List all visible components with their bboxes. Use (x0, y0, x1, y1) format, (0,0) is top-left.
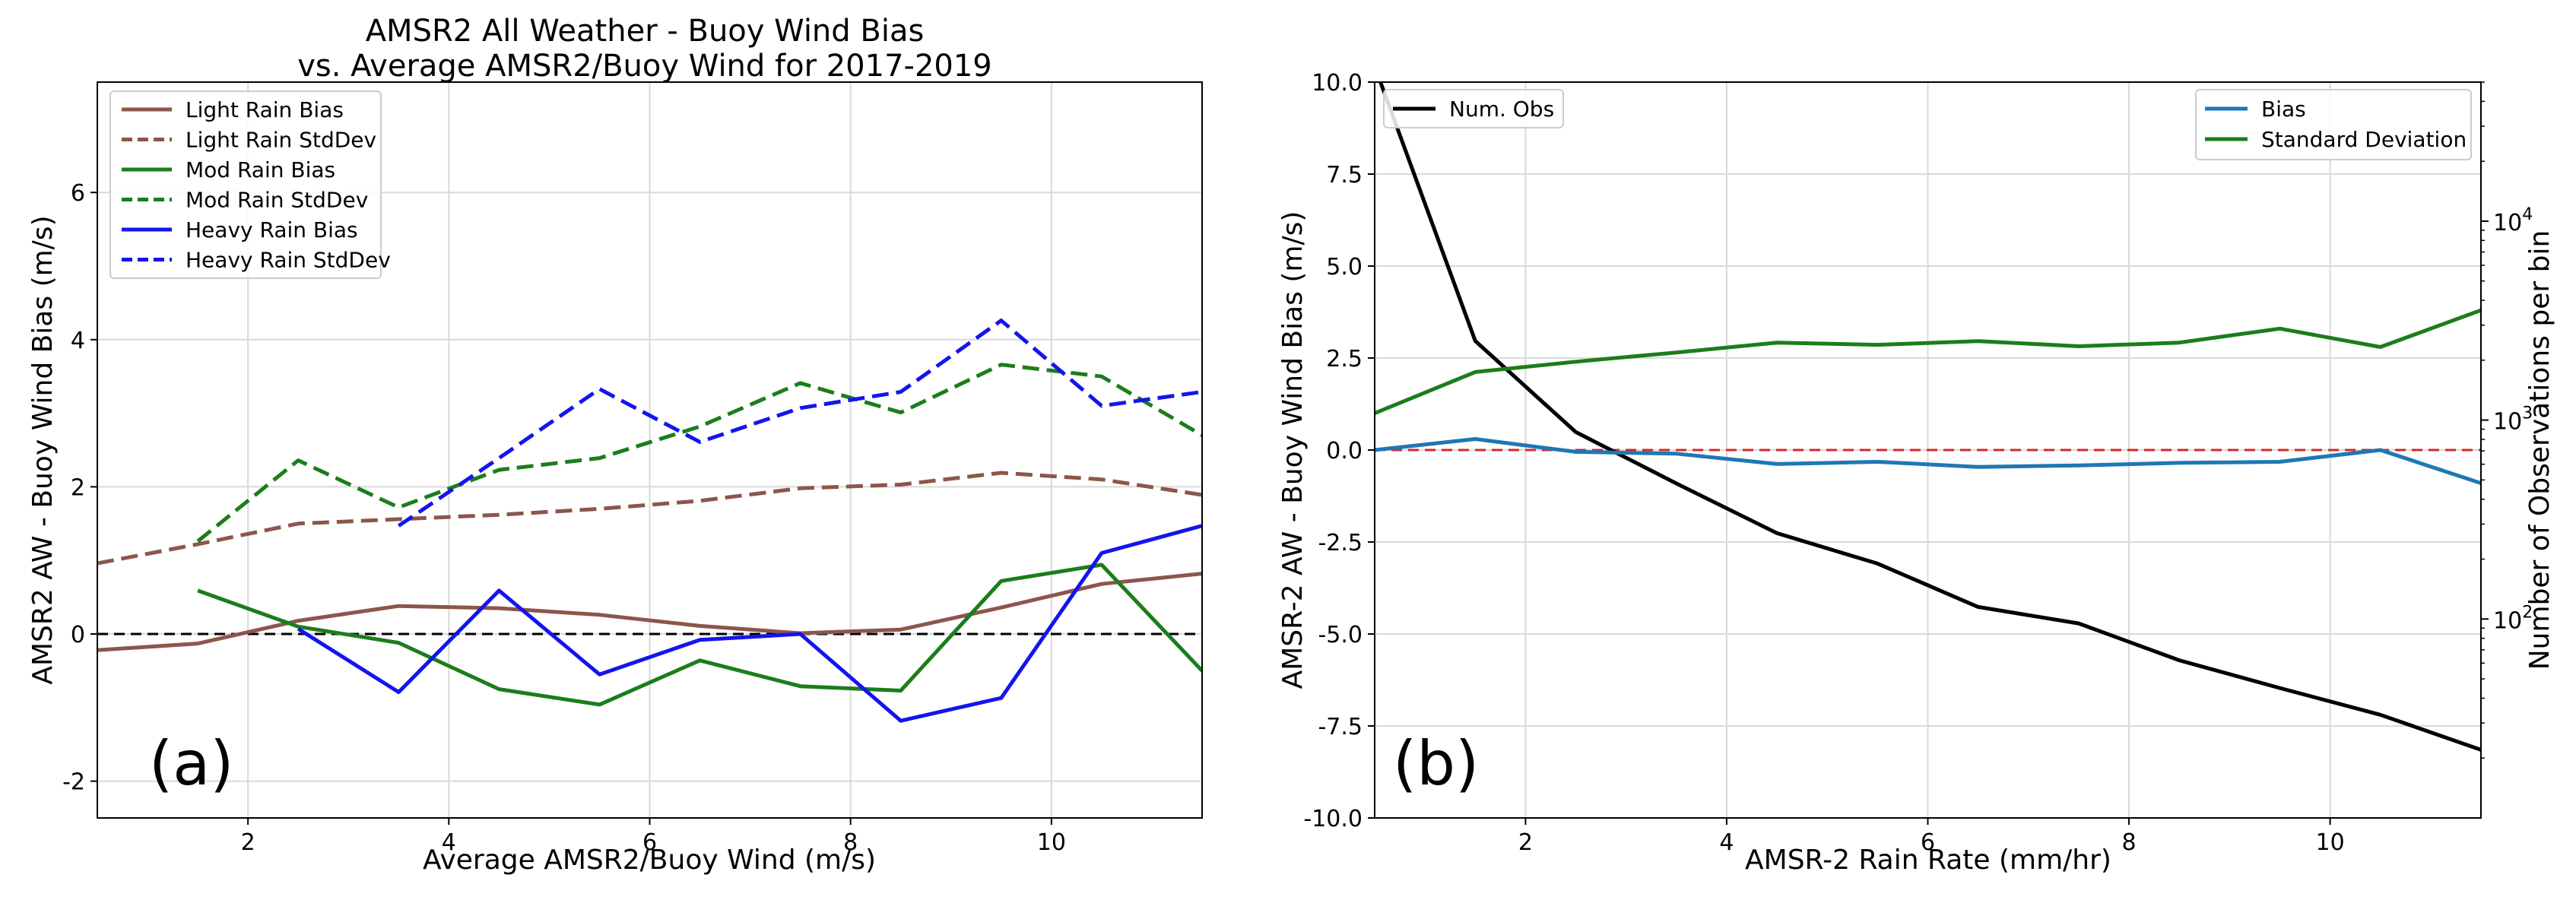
panel-a-y-axis-label: AMSR2 AW - Buoy Wind Bias (m/s) (27, 215, 59, 684)
panel-a-legend-box (109, 90, 382, 279)
panel-a-legend: Light Rain Bias Light Rain StdDev Mod Rain… (109, 90, 391, 279)
y-tick-label: 2.5 (1326, 346, 1363, 372)
y-tick-label: -5.0 (1318, 622, 1363, 648)
x-tick-label: 2 (1518, 829, 1533, 856)
y-tick-label: -10.0 (1303, 806, 1363, 832)
x-tick-label: 6 (1921, 829, 1935, 856)
y-tick-label: -7.5 (1318, 714, 1363, 740)
panel-b-legend-right: Bias Standard Deviation (2195, 89, 2472, 160)
panel-b-x-axis-label: AMSR-2 Rain Rate (mm/hr) (1745, 845, 2111, 876)
panel-b-legend-right-box (2195, 89, 2472, 160)
panel-b-legend-left-box (1383, 89, 1564, 128)
x-tick-label: 8 (843, 829, 858, 856)
y-tick-label: 10.0 (1312, 70, 1363, 97)
y-tick-label: 2 (71, 474, 85, 501)
legend-label-mod-rain-stddev: Mod Rain StdDev (186, 188, 368, 213)
x-tick-label: 10 (1037, 829, 1066, 856)
series-line-bias (1375, 437, 2481, 485)
series-line-heavy-rain-stddev (397, 319, 1202, 528)
legend-label-bias: Bias (2261, 97, 2306, 122)
x-tick-label: 8 (2121, 829, 2136, 856)
panel-a-x-axis-label: Average AMSR2/Buoy Wind (m/s) (423, 845, 876, 876)
right-y-tick-exponent: 2 (2522, 603, 2533, 622)
y-tick-label: 0.0 (1326, 438, 1363, 464)
series-line-standard-deviation (1375, 308, 2481, 415)
legend-label-heavy-rain-bias: Heavy Rain Bias (186, 217, 358, 242)
y-tick-label: 4 (71, 328, 85, 354)
panel-a-title-line-2: vs. Average AMSR2/Buoy Wind for 2017-201… (297, 49, 992, 84)
panel-b-right-y-axis-label: Number of Observations per bin (2524, 230, 2555, 670)
panel-b-series (1375, 82, 2481, 752)
x-tick-label: 10 (2315, 829, 2344, 856)
panel-a-title-line-1: AMSR2 All Weather - Buoy Wind Bias (366, 14, 925, 49)
legend-label-mod-rain-bias: Mod Rain Bias (186, 157, 335, 182)
panel-a-bias-vs-wind: AMSR2 All Weather - Buoy Wind Bias vs. A… (27, 14, 1203, 876)
panel-b-panel-label: (b) (1393, 728, 1479, 799)
panel-b-legend-left: Num. Obs (1383, 89, 1564, 128)
y-tick-label: 6 (71, 180, 85, 207)
series-line-heavy-rain-bias (297, 524, 1202, 723)
legend-label-heavy-rain-stddev: Heavy Rain StdDev (186, 248, 391, 273)
x-tick-label: 4 (442, 829, 456, 856)
panel-a-panel-label: (a) (149, 728, 233, 799)
legend-label-light-rain-bias: Light Rain Bias (186, 97, 344, 122)
y-tick-label: 0 (71, 622, 85, 648)
legend-label-standard-deviation: Standard Deviation (2261, 127, 2467, 152)
panel-b-x-ticks: 2 4 6 8 10 (1518, 818, 2345, 856)
panel-a-series (97, 319, 1202, 723)
right-y-tick-exponent: 3 (2522, 404, 2533, 423)
y-tick-label: 5.0 (1326, 254, 1363, 281)
series-line-mod-rain-bias (197, 563, 1202, 707)
panel-b-bias-vs-rain-rate: 2 4 6 8 10 -10.0 -7.5 -5.0 -2.5 0.0 2.5 5.0 7.5 10.0… (1277, 70, 2555, 876)
x-tick-label: 2 (241, 829, 255, 856)
panel-b-y-ticks: -10.0 -7.5 -5.0 -2.5 0.0 2.5 5.0 7.5 10.0 (1303, 70, 1375, 832)
x-tick-label: 6 (642, 829, 657, 856)
panel-b-y-axis-label: AMSR-2 AW - Buoy Wind Bias (m/s) (1277, 211, 1309, 689)
x-tick-label: 4 (1719, 829, 1734, 856)
series-line-light-rain-bias (97, 572, 1202, 652)
legend-label-light-rain-stddev: Light Rain StdDev (186, 128, 376, 153)
series-line-light-rain-stddev (97, 471, 1202, 566)
series-line-num-obs (1378, 82, 2481, 752)
panel-a-x-ticks: 2 4 6 8 10 (241, 818, 1066, 856)
series-line-mod-rain-stddev (196, 363, 1202, 543)
y-tick-label: -2.5 (1318, 530, 1363, 556)
legend-label-num-obs: Num. Obs (1449, 97, 1554, 122)
y-tick-label: -2 (62, 769, 85, 796)
panel-a-y-ticks: -2 0 2 4 6 (62, 180, 97, 796)
right-y-tick-exponent: 4 (2522, 205, 2533, 224)
y-tick-label: 7.5 (1326, 162, 1363, 189)
